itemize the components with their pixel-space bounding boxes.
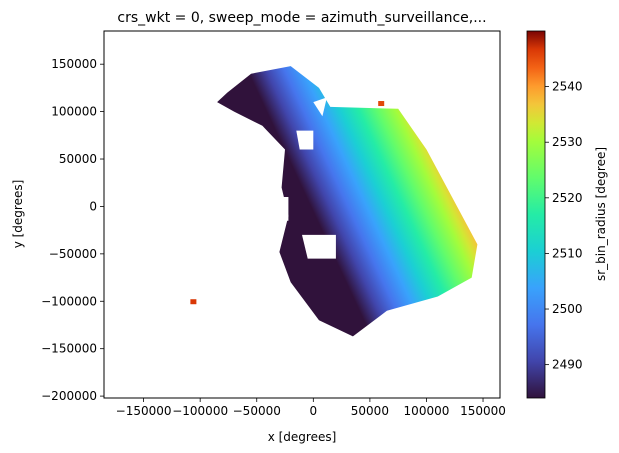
heatmap-gap [313,97,327,117]
colorbar-ticks: 2490 2500 2510 2520 2530 2540 [545,80,583,372]
x-tick-label: 150000 [460,404,506,418]
heatmap-outlier [190,299,197,305]
colorbar-tick-label: 2520 [552,191,583,205]
colorbar-tick-label: 2530 [552,135,583,149]
heatmap-gap [279,197,289,221]
colorbar-gradient [526,30,546,399]
plot-area [190,66,478,337]
heatmap-field [190,66,478,337]
y-axis-label: y [degrees] [11,180,25,249]
colorbar-tick-label: 2490 [552,358,583,372]
chart-title: crs_wkt = 0, sweep_mode = azimuth_survei… [117,10,486,26]
heatmap-outlier [378,101,385,107]
colorbar-tick-label: 2500 [552,302,583,316]
plot-frame [103,30,501,399]
x-tick-label: −50000 [233,404,281,418]
x-axis: −150000 −100000 −50000 0 50000 100000 150000 [116,398,506,418]
y-tick-label: 50000 [59,152,97,166]
y-tick-label: −200000 [41,389,97,403]
x-tick-label: 50000 [351,404,389,418]
x-tick-label: 0 [309,404,317,418]
heatmap-swath [217,66,478,337]
x-tick-label: −100000 [172,404,228,418]
heatmap-gap [302,234,336,259]
x-axis-label: x [degrees] [268,430,337,444]
y-tick-label: −50000 [49,247,97,261]
y-tick-label: 150000 [51,57,97,71]
colorbar-label: sr_bin_radius [degree] [594,147,608,281]
y-tick-label: −150000 [41,342,97,356]
y-tick-label: 0 [89,199,97,213]
x-tick-label: −150000 [116,404,172,418]
y-tick-label: 100000 [51,105,97,119]
y-axis: 150000 100000 50000 0 −50000 −100000 −150000 −2… [41,57,104,403]
heatmap-gap [296,130,314,150]
y-tick-label: −100000 [41,294,97,308]
colorbar-tick-label: 2510 [552,246,583,260]
x-tick-label: 100000 [404,404,450,418]
colorbar: 2490 2500 2510 2520 2530 2540 sr_bin_radius [… [526,30,608,399]
colorbar-tick-label: 2540 [552,80,583,94]
